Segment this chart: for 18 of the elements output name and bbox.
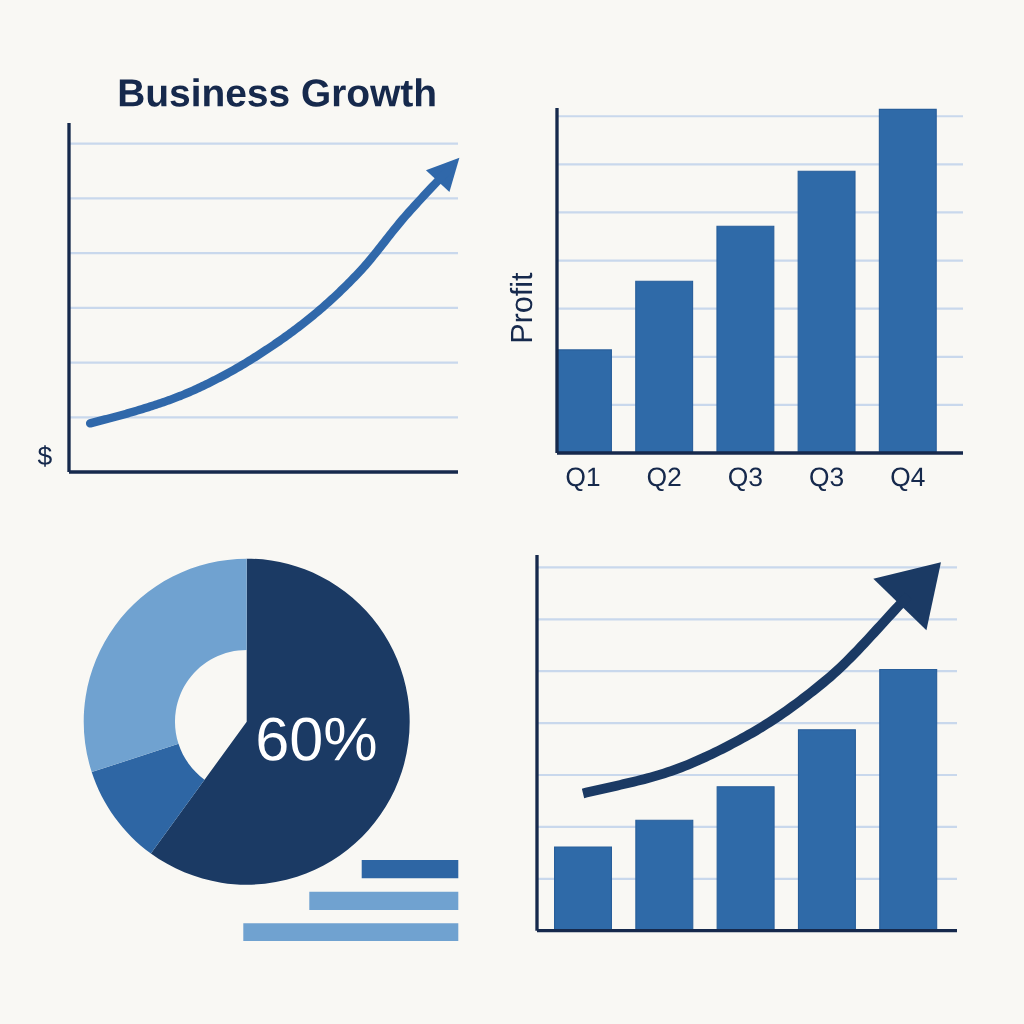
bar bbox=[716, 786, 775, 931]
x-tick-label: Q1 bbox=[566, 467, 600, 491]
x-tick-label: Q3 bbox=[729, 467, 762, 491]
bar bbox=[797, 729, 856, 931]
bar bbox=[797, 170, 856, 453]
x-tick-label: Q3 bbox=[810, 467, 844, 491]
y-axis-title: $ bbox=[37, 445, 52, 467]
data-label: 60% bbox=[258, 717, 376, 761]
chart-title: Business Growth bbox=[119, 78, 435, 107]
bar bbox=[554, 846, 613, 931]
bar bbox=[716, 225, 775, 453]
bar bbox=[635, 280, 694, 453]
bar bbox=[879, 668, 938, 931]
bar bbox=[635, 819, 694, 931]
y-axis-title: Profit bbox=[509, 272, 533, 342]
x-tick-label: Q4 bbox=[891, 467, 925, 491]
x-tick-label: Q2 bbox=[647, 467, 681, 491]
bar bbox=[878, 108, 937, 453]
